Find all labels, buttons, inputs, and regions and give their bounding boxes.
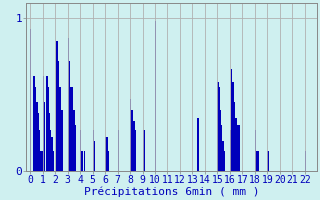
- Bar: [232, 82, 234, 171]
- Bar: [222, 141, 224, 171]
- Bar: [255, 130, 256, 171]
- Bar: [94, 141, 95, 171]
- Bar: [130, 99, 131, 171]
- Bar: [46, 76, 48, 171]
- Bar: [56, 41, 58, 171]
- Bar: [40, 151, 42, 171]
- Bar: [58, 61, 59, 171]
- Bar: [257, 151, 259, 171]
- Bar: [33, 76, 34, 171]
- Bar: [256, 151, 257, 171]
- Bar: [234, 102, 235, 171]
- Bar: [239, 125, 240, 171]
- Bar: [131, 110, 132, 171]
- Bar: [235, 118, 236, 171]
- Bar: [144, 130, 145, 171]
- Bar: [224, 151, 225, 171]
- Bar: [44, 102, 45, 171]
- Bar: [155, 21, 156, 171]
- Bar: [68, 38, 69, 171]
- Bar: [43, 76, 44, 171]
- Bar: [61, 110, 63, 171]
- Bar: [92, 130, 94, 171]
- Bar: [75, 125, 76, 171]
- Bar: [69, 61, 70, 171]
- Bar: [267, 151, 268, 171]
- Bar: [50, 130, 52, 171]
- Bar: [220, 110, 221, 171]
- Bar: [52, 137, 53, 171]
- Bar: [49, 113, 50, 171]
- Bar: [132, 121, 134, 171]
- Bar: [237, 125, 239, 171]
- Bar: [71, 87, 73, 171]
- Bar: [38, 113, 39, 171]
- Bar: [59, 87, 60, 171]
- Bar: [70, 87, 71, 171]
- Bar: [34, 76, 35, 171]
- Bar: [217, 82, 219, 171]
- Bar: [236, 118, 237, 171]
- Bar: [117, 130, 119, 171]
- Bar: [80, 130, 81, 171]
- Bar: [81, 151, 83, 171]
- Bar: [305, 151, 306, 171]
- Bar: [108, 151, 109, 171]
- Bar: [42, 151, 43, 171]
- Bar: [36, 102, 38, 171]
- Bar: [84, 151, 85, 171]
- Bar: [230, 130, 231, 171]
- Bar: [53, 151, 54, 171]
- Bar: [106, 137, 108, 171]
- Bar: [142, 130, 144, 171]
- Bar: [39, 130, 40, 171]
- Bar: [30, 29, 31, 171]
- Bar: [135, 130, 136, 171]
- Bar: [105, 137, 106, 171]
- Bar: [221, 125, 222, 171]
- Bar: [48, 87, 49, 171]
- Bar: [134, 121, 135, 171]
- Bar: [231, 69, 232, 171]
- Bar: [60, 87, 61, 171]
- Bar: [73, 110, 74, 171]
- Bar: [219, 87, 220, 171]
- X-axis label: Précipitations 6min ( mm ): Précipitations 6min ( mm ): [84, 187, 260, 197]
- Bar: [197, 118, 199, 171]
- Bar: [74, 110, 75, 171]
- Bar: [35, 87, 36, 171]
